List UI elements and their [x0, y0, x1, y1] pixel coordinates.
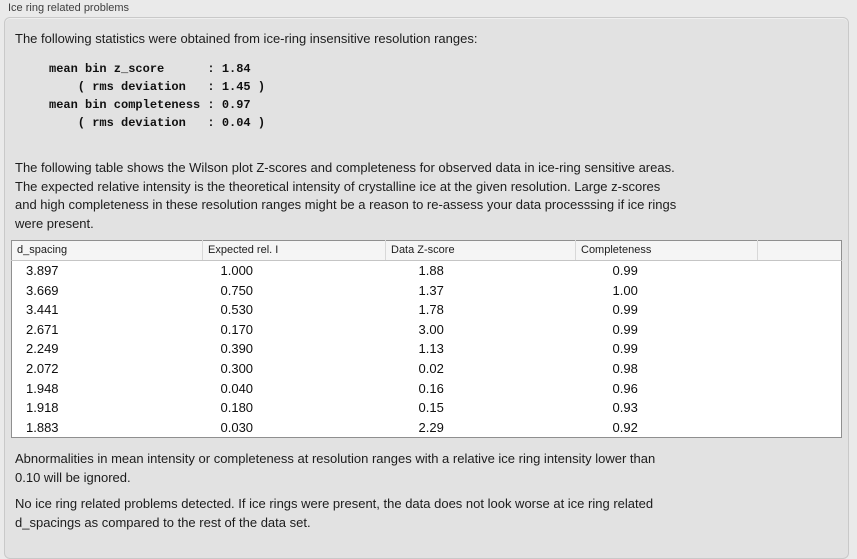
table-cell: 1.13 [418, 341, 444, 357]
table-cell: 0.98 [612, 360, 638, 376]
text-line: ( rms deviation : 0.04 ) [49, 116, 266, 130]
table-cell: 0.390 [220, 341, 254, 357]
table-cell: 1.78 [418, 302, 444, 318]
table-cell: 1.00 [612, 282, 638, 298]
table-row[interactable]: 1.883 0.030 2.29 0.92 [12, 418, 842, 438]
table-row[interactable]: 3.897 1.000 1.88 0.99 [12, 261, 842, 281]
table-header-row: d_spacing Expected rel. I Data Z-score Comp… [11, 240, 842, 261]
table-row[interactable]: 1.918 0.180 0.15 0.93 [12, 398, 842, 418]
stats-block: mean bin z_score : 1.84 ( rms deviation … [49, 60, 265, 132]
table-cell: 0.030 [220, 419, 254, 435]
table-row[interactable]: 1.948 0.040 0.16 0.96 [12, 379, 842, 399]
table-cell: 0.750 [220, 282, 254, 298]
text-line: No ice ring related problems detected. I… [15, 496, 654, 511]
table-cell: 3.669 [26, 282, 59, 298]
table-cell: 2.249 [26, 341, 59, 357]
column-header-expected-rel-i[interactable]: Expected rel. I [202, 240, 386, 261]
table-body: 3.897 1.000 1.88 0.99 3.669 0.750 1.37 1.00 3.44… [12, 261, 842, 438]
table-cell: 1.000 [220, 263, 254, 278]
table-cell: 1.37 [418, 282, 444, 298]
text-line: were present. [15, 215, 94, 231]
table-cell: 0.300 [220, 360, 254, 376]
table-row[interactable]: 2.072 0.300 0.02 0.98 [12, 359, 842, 379]
text-line: The expected relative intensity is the t… [15, 178, 661, 194]
table-cell: 1.883 [26, 419, 59, 435]
app-window: { "panel": { "title": "Ice ring related … [4, 2, 849, 559]
text-line: 0.10 will be ignored. [15, 469, 131, 485]
table-cell-empty [758, 281, 842, 301]
table-cell: 0.180 [220, 400, 254, 416]
table-cell: 2.072 [26, 360, 59, 376]
table-cell: 0.530 [220, 302, 254, 318]
text-line: ( rms deviation : 1.45 ) [49, 80, 266, 94]
text-line: The following table shows the Wilson plo… [15, 160, 675, 175]
table-cell-empty [758, 320, 842, 340]
column-header-d-spacing[interactable]: d_spacing [11, 240, 203, 261]
table-cell: 0.16 [418, 380, 444, 396]
table-cell: 3.441 [26, 302, 59, 318]
table-cell-empty [758, 339, 842, 359]
panel-title: Ice ring related problems [8, 2, 130, 14]
ignore-note-text: Abnormalities in mean intensity or compl… [15, 450, 655, 487]
table-cell: 0.02 [418, 360, 444, 376]
column-header-blank[interactable] [757, 240, 842, 261]
table-cell: 1.918 [26, 400, 59, 416]
table-cell: 2.671 [26, 321, 59, 337]
result-note-text: No ice ring related problems detected. I… [15, 495, 653, 532]
table-cell: 2.29 [418, 419, 444, 435]
table-cell: 0.15 [418, 400, 444, 416]
table-header: d_spacing Expected rel. I Data Z-score Comp… [11, 240, 842, 261]
table-cell: 0.040 [220, 380, 254, 396]
table-cell: 1.948 [26, 380, 59, 396]
table-cell-empty [758, 300, 842, 320]
column-header-completeness[interactable]: Completeness [575, 240, 758, 261]
table-cell: 0.170 [220, 321, 254, 337]
table-cell-empty [758, 398, 842, 418]
table-row[interactable]: 3.441 0.530 1.78 0.99 [12, 300, 842, 320]
table-cell: 0.99 [612, 321, 638, 337]
table-cell: 0.99 [612, 263, 638, 278]
table-cell: 0.99 [612, 341, 638, 357]
table-cell-empty [758, 379, 842, 399]
ice-ring-table: d_spacing Expected rel. I Data Z-score Comp… [11, 240, 842, 439]
ice-ring-group-box: The following statistics were obtained f… [4, 17, 849, 559]
text-line: mean bin completeness : 0.97 [49, 98, 251, 112]
table-cell: 3.897 [26, 263, 59, 278]
table-cell-empty [758, 261, 842, 281]
table-cell: 0.96 [612, 380, 638, 396]
text-line: d_spacings as compared to the rest of th… [15, 514, 311, 530]
table-cell-empty [758, 359, 842, 379]
table-cell: 0.93 [612, 400, 638, 416]
text-line: Abnormalities in mean intensity or compl… [15, 451, 656, 466]
table-cell: 3.00 [418, 321, 444, 337]
description-text: The following table shows the Wilson plo… [15, 159, 676, 233]
text-line: mean bin z_score : 1.84 [49, 62, 251, 76]
table-row[interactable]: 3.669 0.750 1.37 1.00 [12, 281, 842, 301]
column-header-data-z-score[interactable]: Data Z-score [385, 240, 576, 261]
text-line: and high completeness in these resolutio… [15, 197, 677, 212]
table-cell-empty [758, 418, 842, 438]
table-row[interactable]: 2.249 0.390 1.13 0.99 [12, 339, 842, 359]
table-cell: 1.88 [418, 263, 444, 278]
table-cell: 0.92 [612, 419, 638, 435]
intro-text: The following statistics were obtained f… [15, 31, 478, 46]
table-cell: 0.99 [612, 302, 638, 318]
table-row[interactable]: 2.671 0.170 3.00 0.99 [12, 320, 842, 340]
